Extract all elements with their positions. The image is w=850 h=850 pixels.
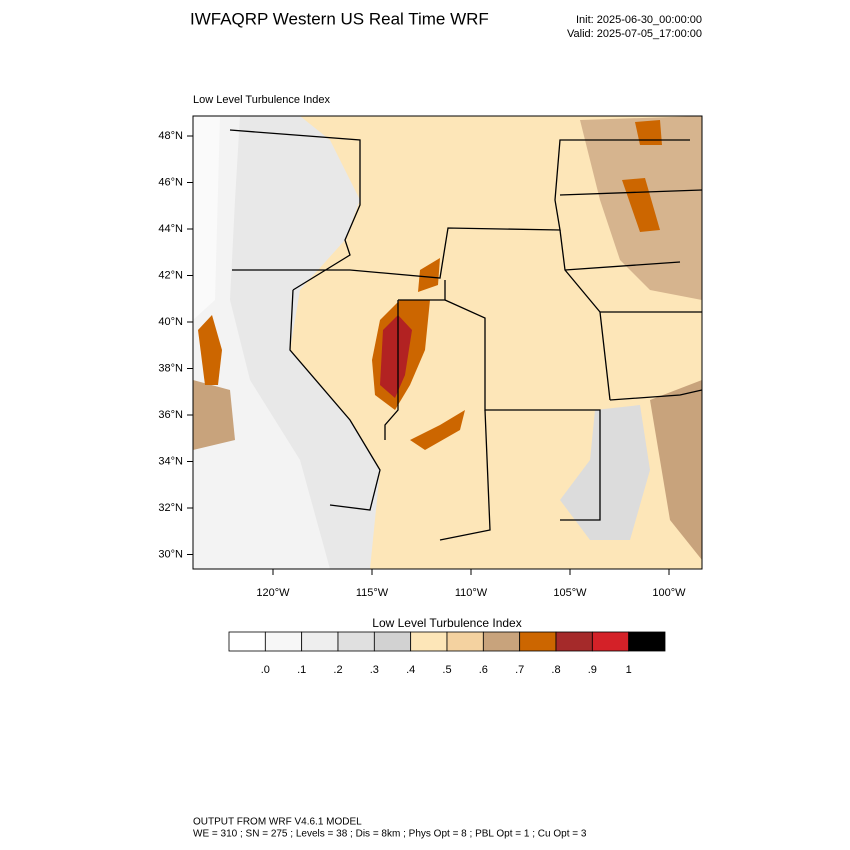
very-high-region — [380, 315, 412, 398]
lon-label: 105°W — [553, 587, 587, 599]
high-region — [410, 410, 465, 450]
colorbar-label: .4 — [406, 664, 415, 676]
lon-label: 115°W — [356, 587, 389, 599]
lat-label: 38°N — [158, 362, 183, 374]
low-region — [560, 405, 650, 540]
map — [192, 115, 703, 570]
high-region — [635, 120, 662, 145]
colorbar-box — [228, 631, 266, 652]
lat-label: 34°N — [158, 455, 183, 467]
lon-label: 100°W — [652, 587, 686, 599]
title: IWFAQRP Western US Real Time WRF — [190, 9, 489, 28]
lat-label: 36°N — [158, 409, 183, 421]
colorbar-label: .3 — [370, 664, 379, 676]
colorbar-label: .0 — [261, 664, 270, 676]
colorbar-label: .5 — [442, 664, 451, 676]
lat-label: 30°N — [158, 548, 183, 560]
footer-line: OUTPUT FROM WRF V4.6.1 MODEL — [193, 817, 362, 828]
colorbar-box — [410, 631, 448, 652]
high-region — [198, 315, 222, 385]
colorbar-label: .9 — [588, 664, 597, 676]
lon-label: 120°W — [256, 587, 290, 599]
colorbar-box — [301, 631, 339, 652]
colorbar-box — [482, 631, 521, 652]
colorbar-label: 1 — [626, 664, 632, 676]
low-region — [193, 116, 330, 569]
colorbar-label: .6 — [479, 664, 488, 676]
colorbar-box — [264, 631, 303, 652]
lat-label: 44°N — [158, 223, 183, 235]
colorbar-title: Low Level Turbulence Index — [372, 616, 521, 630]
lat-label: 42°N — [158, 269, 183, 281]
mid-region — [650, 380, 702, 560]
colorbar-box — [373, 631, 412, 652]
lat-label: 48°N — [158, 130, 183, 142]
lon-label: 110°W — [455, 587, 488, 599]
map-frame — [192, 115, 703, 570]
low-region — [193, 116, 220, 320]
colorbar-label: .1 — [297, 664, 306, 676]
colorbar-label: .8 — [551, 664, 560, 676]
valid-time: Valid: 2025-07-05_17:00:00 — [567, 28, 702, 40]
colorbar-box — [446, 631, 484, 652]
high-region — [418, 258, 440, 292]
lat-label: 40°N — [158, 316, 183, 328]
colorbar-box — [628, 631, 666, 652]
colorbar-label: .2 — [333, 664, 342, 676]
lat-label: 46°N — [158, 176, 183, 188]
colorbar-box — [519, 631, 557, 652]
init-time: Init: 2025-06-30_00:00:00 — [576, 14, 702, 26]
colorbar-box — [591, 631, 630, 652]
lat-label: 32°N — [158, 502, 183, 514]
high-region — [622, 178, 660, 232]
footer-line: WE = 310 ; SN = 275 ; Levels = 38 ; Dis … — [193, 829, 587, 840]
mid-region — [193, 380, 235, 450]
map-label: Low Level Turbulence Index — [193, 94, 330, 106]
colorbar-box — [555, 631, 593, 652]
borders — [229, 129, 702, 541]
colorbar-label: .7 — [515, 664, 524, 676]
colorbar-box — [337, 631, 375, 652]
